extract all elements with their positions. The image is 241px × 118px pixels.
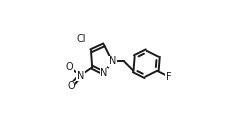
Text: Cl: Cl: [77, 34, 86, 44]
Text: N: N: [77, 71, 84, 80]
Text: N: N: [100, 68, 108, 78]
Text: N: N: [108, 56, 116, 66]
Text: O: O: [66, 62, 74, 72]
Text: O: O: [67, 81, 75, 91]
Text: F: F: [166, 72, 172, 82]
